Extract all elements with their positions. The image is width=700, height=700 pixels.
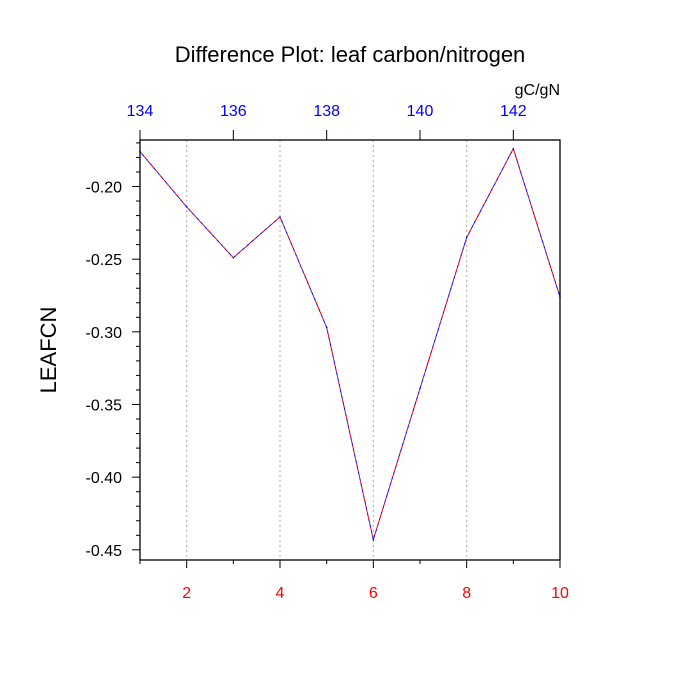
x-tick-label: 2 — [182, 585, 191, 602]
y-tick-label: -0.20 — [86, 180, 123, 197]
series-line-blue — [139, 147, 561, 542]
y-tick-label: -0.35 — [86, 397, 123, 414]
data-point — [325, 326, 328, 329]
x-tick-label: 4 — [276, 585, 285, 602]
data-point — [465, 236, 468, 239]
series-line-red — [139, 147, 561, 542]
data-point — [372, 538, 375, 541]
top-tick-label: 142 — [500, 103, 527, 120]
data-point — [185, 206, 188, 208]
data-point — [232, 256, 235, 259]
series-group — [139, 147, 561, 542]
chart-title: Difference Plot: leaf carbon/nitrogen — [175, 42, 526, 67]
plot-frame — [139, 139, 561, 561]
y-tick-label: -0.30 — [86, 325, 123, 342]
y-tick-label: -0.40 — [86, 470, 123, 487]
data-point — [512, 147, 515, 150]
tick-labels: 2 4 6 8 10 134 136 138 140 142 -0.20 -0.25 -0.30 -0.3… — [86, 103, 569, 602]
data-point — [419, 387, 421, 390]
ticks-group — [132, 130, 561, 568]
y-axis-label: LEAFCN — [36, 307, 61, 394]
x-tick-label: 6 — [369, 585, 378, 602]
data-point — [279, 216, 281, 218]
top-tick-label: 136 — [220, 103, 247, 120]
top-tick-label: 140 — [407, 103, 434, 120]
y-tick-label: -0.45 — [86, 543, 123, 560]
grid-lines — [186, 140, 468, 560]
x-tick-label: 10 — [551, 585, 569, 602]
top-tick-label: 138 — [313, 103, 340, 120]
y-tick-label: -0.25 — [86, 252, 123, 269]
x-tick-label: 8 — [462, 585, 471, 602]
top-axis-units: gC/gN — [515, 82, 560, 99]
top-tick-label: 134 — [127, 103, 154, 120]
